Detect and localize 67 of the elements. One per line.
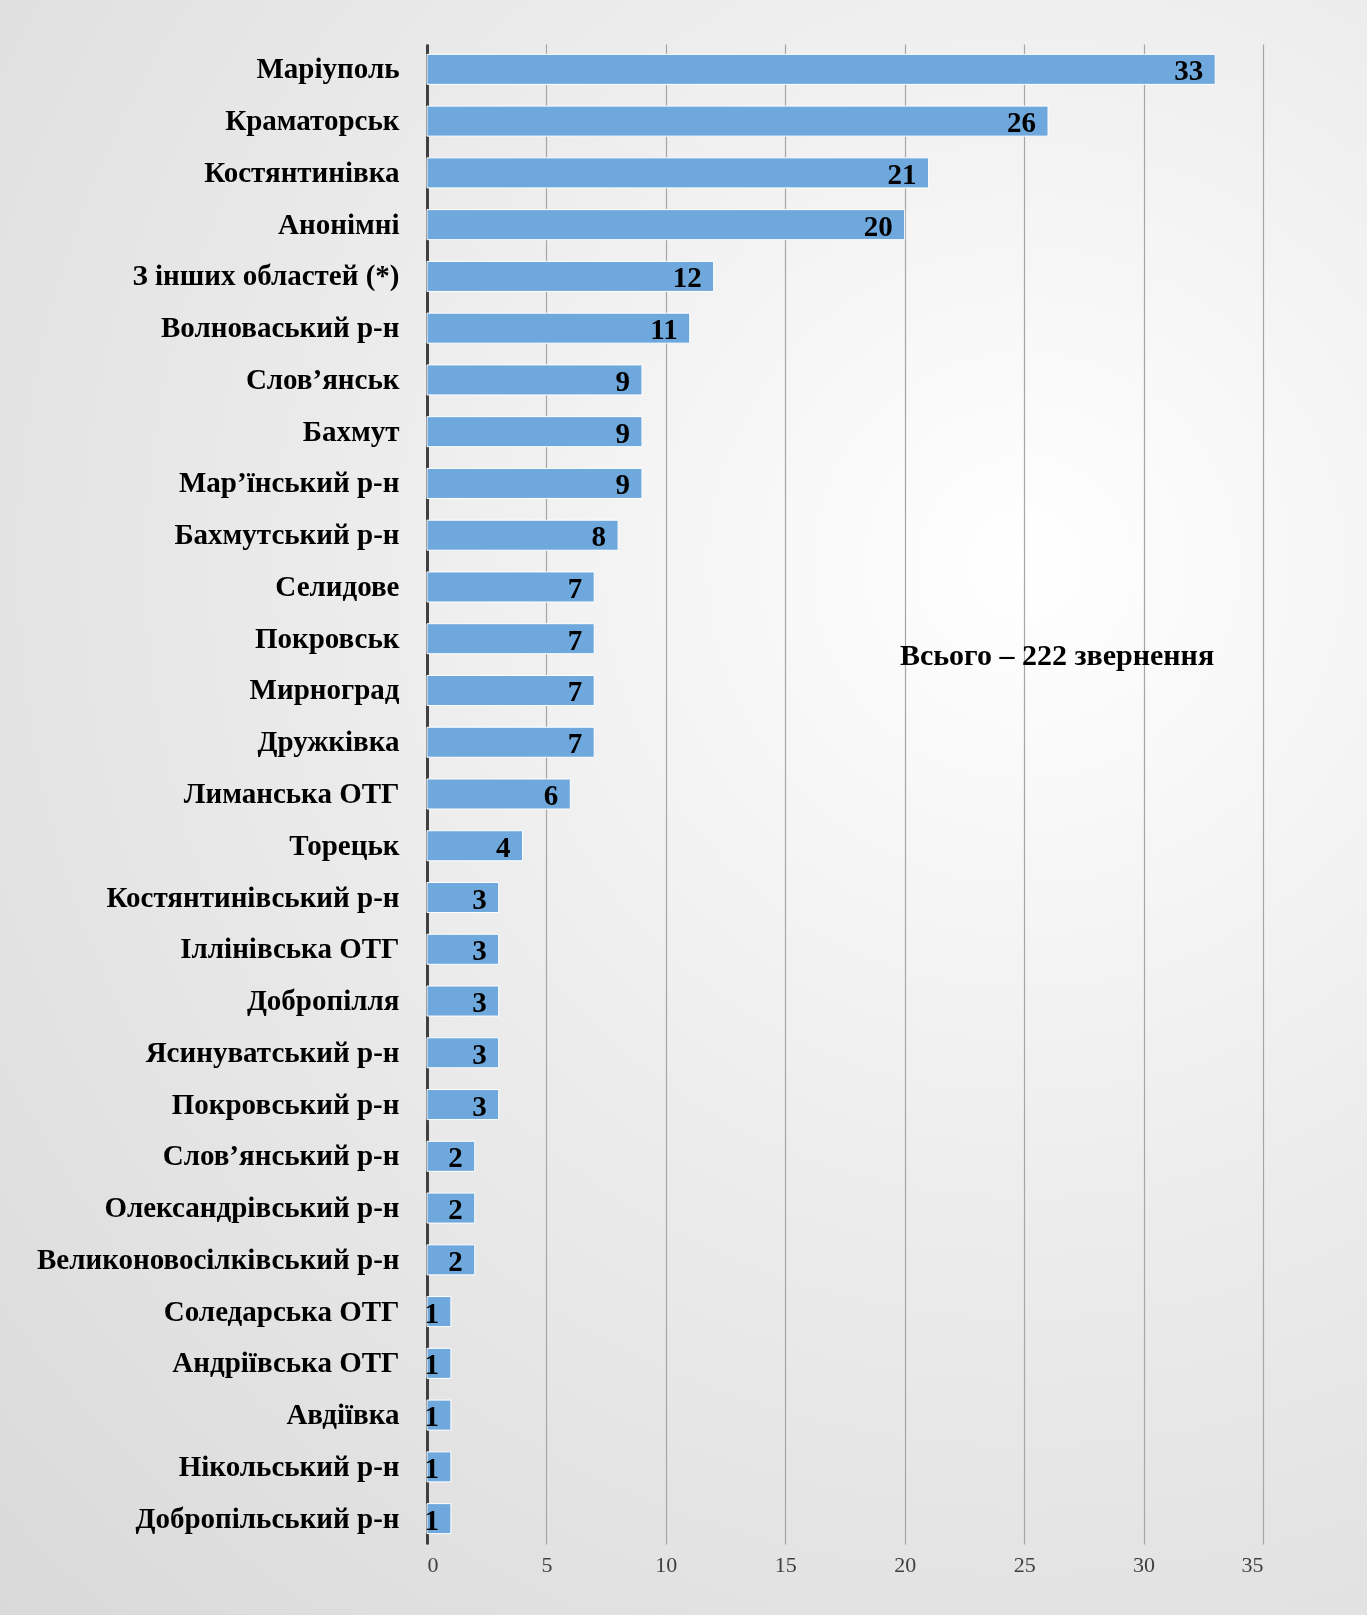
y-tick-label: Ясинуватський р-н — [145, 1035, 400, 1068]
data-label: 3 — [472, 1037, 487, 1070]
y-tick-label: Костянтинівка — [204, 155, 400, 188]
data-label: 2 — [448, 1193, 463, 1226]
y-tick-label: Мирноград — [249, 673, 400, 706]
y-tick-label: З інших областей (*) — [132, 259, 400, 293]
data-label: 26 — [1007, 106, 1037, 139]
y-tick-label: Великоновосілківський р-н — [36, 1242, 400, 1275]
data-label: 8 — [591, 520, 607, 553]
y-tick-label: Слов’янський р-н — [162, 1139, 400, 1172]
y-tick-label: Волноваський р-н — [161, 311, 400, 344]
data-label: 3 — [472, 1089, 487, 1122]
data-label: 2 — [448, 1244, 463, 1277]
data-label: 7 — [567, 623, 583, 656]
data-label: 1 — [424, 1296, 439, 1329]
data-label: 1 — [424, 1451, 439, 1484]
data-label: 7 — [567, 675, 583, 708]
y-tick-label: Маріуполь — [256, 52, 400, 85]
x-tick-label: 10 — [655, 1551, 678, 1577]
y-tick-label: Покровськ — [254, 621, 400, 654]
y-tick-label: Добропільський р-н — [135, 1501, 400, 1534]
data-label: 3 — [472, 934, 487, 967]
x-tick-label: 0 — [427, 1551, 439, 1577]
x-tick-label: 25 — [1013, 1551, 1036, 1577]
data-label: 1 — [424, 1503, 439, 1536]
data-label: 12 — [672, 261, 702, 294]
y-tick-label: Бахмутський р-н — [174, 518, 400, 551]
data-label: 1 — [424, 1400, 439, 1433]
data-label: 2 — [448, 1141, 463, 1174]
y-tick-label: Анонімні — [278, 207, 400, 240]
data-label: 7 — [567, 571, 583, 604]
x-tick-label: 15 — [774, 1551, 797, 1577]
y-tick-label: Краматорськ — [225, 104, 400, 137]
y-tick-label: Покровський р-н — [171, 1087, 400, 1120]
y-tick-label: Олександрівський р-н — [104, 1191, 400, 1224]
data-label: 11 — [650, 313, 678, 346]
data-label: 9 — [615, 364, 630, 397]
y-tick-label: Соледарська ОТГ — [163, 1294, 400, 1327]
y-tick-label: Іллінівська ОТГ — [180, 932, 400, 965]
data-label: 20 — [863, 209, 893, 242]
x-tick-label: 30 — [1133, 1551, 1156, 1577]
data-label: 7 — [567, 727, 583, 760]
data-label: 1 — [424, 1348, 439, 1381]
x-tick-label: 5 — [541, 1551, 553, 1577]
y-tick-label: Костянтинівський р-н — [106, 880, 400, 913]
data-label: 9 — [615, 416, 630, 449]
y-tick-label: Добропілля — [246, 984, 400, 1017]
y-tick-label: Мар’їнський р-н — [178, 466, 400, 499]
y-tick-label: Селидове — [275, 569, 400, 602]
x-tick-label: 20 — [894, 1551, 917, 1577]
y-tick-label: Андріївська ОТГ — [172, 1346, 400, 1379]
y-tick-label: Слов’янськ — [245, 362, 400, 395]
annotation: Всього – 222 звернення — [899, 638, 1215, 671]
y-tick-label: Авдіївка — [286, 1398, 400, 1431]
y-tick-label: Дружківка — [257, 725, 400, 758]
data-label: 3 — [472, 986, 487, 1019]
y-tick-label: Бахмут — [302, 414, 400, 447]
y-tick-label: Лиманська ОТГ — [183, 777, 400, 809]
data-label: 4 — [496, 830, 511, 863]
x-tick-label: 35 — [1241, 1551, 1264, 1577]
data-label: 3 — [472, 882, 487, 915]
data-label: 9 — [615, 468, 630, 501]
data-label: 6 — [543, 779, 559, 811]
y-tick-label: Нікольський р-н — [178, 1449, 400, 1482]
y-tick-label: Торецьк — [289, 828, 400, 861]
data-label: 21 — [887, 157, 917, 190]
data-label: 33 — [1174, 54, 1204, 87]
